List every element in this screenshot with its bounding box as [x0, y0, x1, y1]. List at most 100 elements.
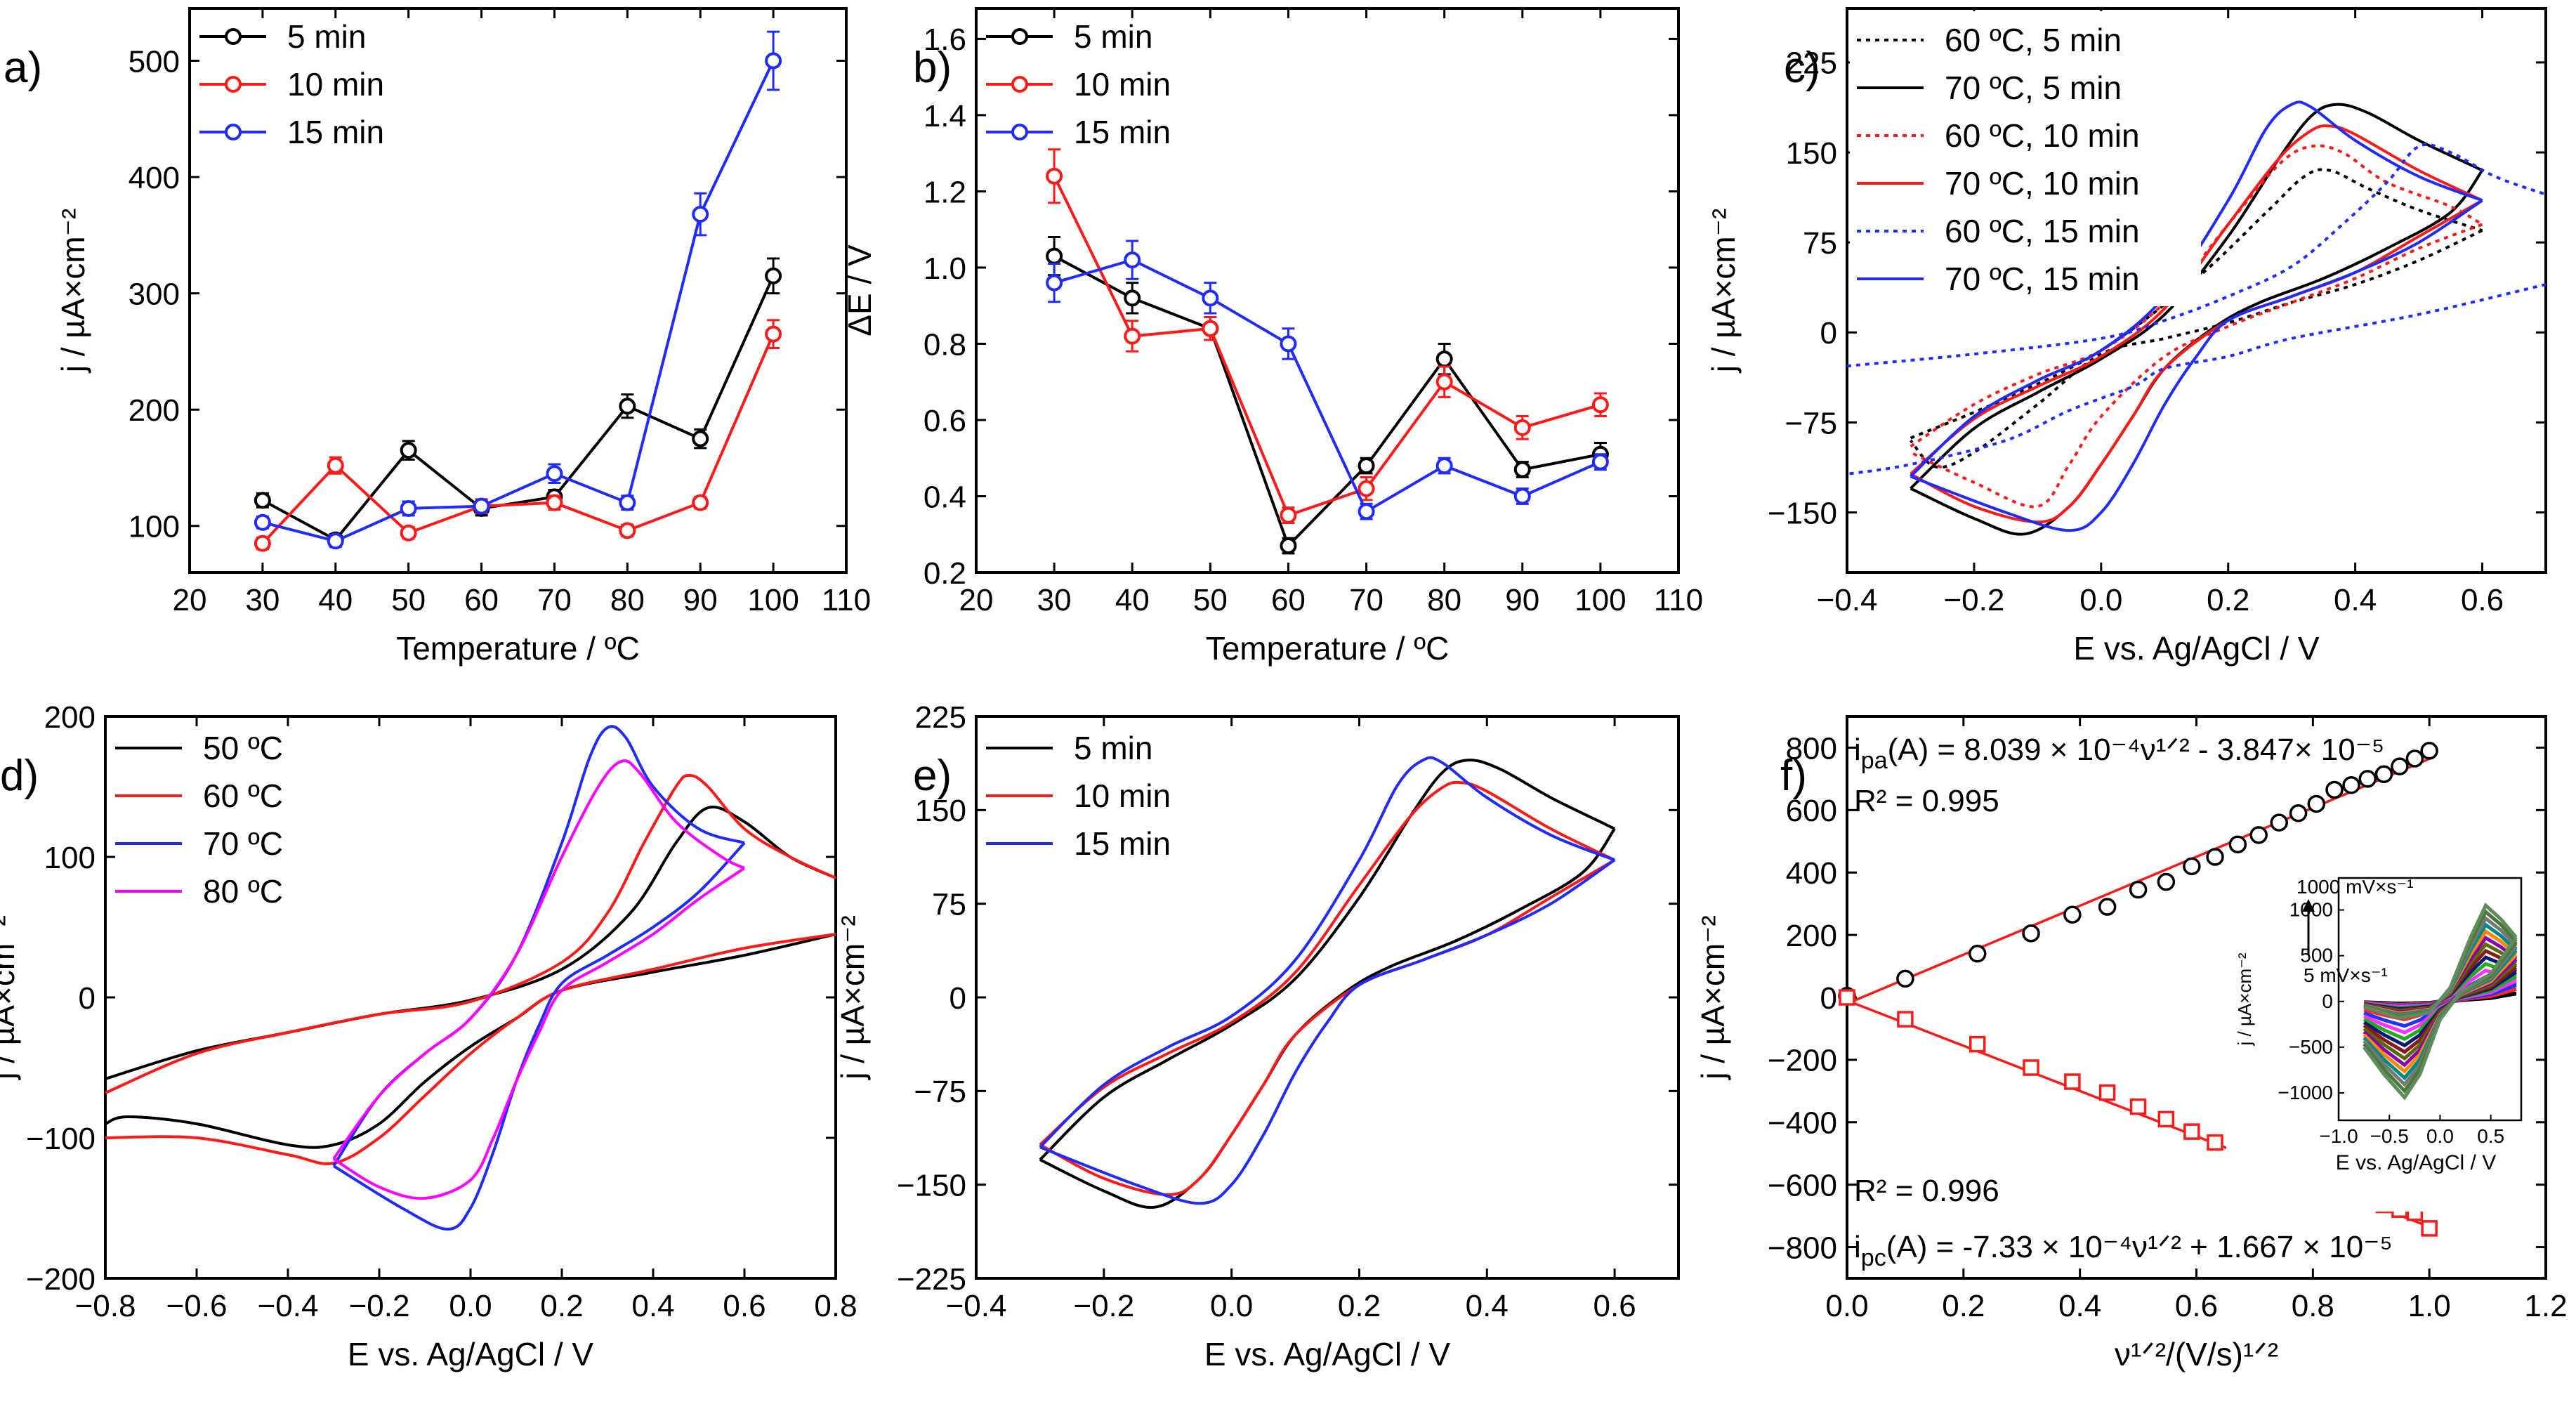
legend-label: 70 ºC, 10 min [1945, 165, 2140, 202]
x-tick-label: 0.0 [1210, 1289, 1253, 1323]
data-point [692, 494, 709, 511]
cathodic-point [1897, 1011, 1914, 1028]
x-axis-label: Temperature / ºC [1206, 630, 1450, 667]
y-tick-label: −600 [1768, 1169, 1837, 1203]
r2-anodic: R² = 0.995 [1854, 784, 1999, 818]
anodic-point [2157, 872, 2176, 891]
series-line [261, 333, 775, 544]
data-point [1280, 506, 1297, 524]
data-point [546, 494, 563, 511]
data-point [1435, 373, 1453, 391]
x-tick-label: 0.4 [1466, 1289, 1509, 1323]
data-point [327, 457, 344, 474]
cathodic-point [2421, 1220, 2438, 1237]
y-tick-label: 500 [129, 44, 180, 79]
x-tick-label: 0.0 [449, 1289, 492, 1323]
eq-i: i [1854, 733, 1861, 767]
data-point [327, 532, 344, 550]
data-point [765, 52, 782, 70]
cv-reverse-scan [1910, 223, 2483, 509]
y-axis-label: j / µA×cm⁻² [834, 915, 871, 1081]
y-tick-label: 150 [1786, 136, 1837, 171]
eq-sub: pa [1861, 747, 1888, 774]
x-tick-label: 90 [683, 583, 718, 617]
x-tick-label: 0.6 [723, 1289, 765, 1323]
y-tick-label: −75 [1785, 406, 1837, 440]
data-point [1358, 480, 1375, 497]
panel-label: f) [1780, 752, 1807, 800]
panel-label: b) [913, 44, 952, 92]
y-tick-label: 100 [44, 841, 96, 875]
cv-reverse-scan [1039, 827, 1616, 1210]
legend-marker [225, 28, 242, 45]
cv-reverse-scan [1039, 858, 1616, 1196]
y-tick-label: −75 [914, 1075, 966, 1109]
series-line [261, 275, 775, 542]
y-tick-label: 0.2 [924, 556, 966, 591]
anodic-point [2325, 780, 2344, 799]
series-line [1053, 258, 1601, 514]
data-point [1513, 487, 1531, 505]
y-tick-label: 300 [129, 277, 180, 311]
y-tick-label: 200 [129, 393, 180, 428]
y-tick-label: 0 [1820, 316, 1837, 350]
anodic-point [1968, 945, 1987, 963]
data-point [400, 442, 417, 459]
y-tick-label: −150 [1768, 496, 1837, 530]
data-point [1513, 461, 1531, 478]
anodic-point [2374, 765, 2393, 783]
legend-label: 15 min [287, 114, 384, 150]
x-tick-label: 70 [1349, 583, 1384, 617]
y-tick-label: −800 [1768, 1231, 1837, 1265]
cv-forward-scan [1039, 759, 1615, 1161]
cv-reverse-scan [332, 867, 746, 1200]
y-axis-label: j / µA×cm⁻² [1705, 209, 1742, 374]
x-axis-label: E vs. Ag/AgCl / V [348, 1336, 594, 1372]
x-tick-label: 60 [464, 583, 499, 617]
r2-cathodic: R² = 0.996 [1854, 1174, 1999, 1208]
inset-cv-forward [2363, 903, 2518, 1020]
cv-forward-scan [105, 773, 836, 1094]
data-point [619, 522, 636, 539]
y-tick-label: 225 [915, 700, 966, 735]
y-tick-label: 75 [932, 888, 966, 922]
data-point [1124, 251, 1141, 269]
cv-forward-scan [1910, 103, 2483, 490]
inset-arrow-head [2302, 899, 2315, 912]
cv-forward-scan [332, 725, 745, 1167]
eq-rest: (A) = -7.33 × 10⁻⁴ν¹ᐟ² + 1.667 × 10⁻⁵ [1886, 1230, 2393, 1264]
data-point [1202, 320, 1219, 337]
anodic-point [2063, 905, 2082, 924]
panel-d: −0.8 −0.6 −0.4 −0.2 0.0 0.2 0.4 0.6 0.8 −200 −100 0… [0, 700, 857, 1372]
data-point [619, 398, 636, 415]
y-tick-label: 0 [949, 981, 966, 1016]
series-line [1053, 254, 1601, 549]
y-tick-label: 400 [129, 161, 180, 195]
cathodic-point [2023, 1059, 2039, 1076]
anodic-point [2249, 826, 2268, 844]
x-tick-label: −0.4 [946, 1289, 1007, 1323]
data-point [254, 492, 271, 509]
anodic-point [2022, 924, 2040, 943]
y-tick-label: −150 [897, 1169, 966, 1203]
x-tick-label: 0.4 [2334, 583, 2377, 617]
x-tick-label: 80 [1427, 583, 1461, 617]
y-tick-label: 1.6 [924, 22, 966, 57]
x-tick-label: 40 [318, 583, 353, 617]
x-tick-label: 0.2 [2207, 583, 2249, 617]
data-point [1435, 457, 1453, 475]
inset-x-tick-label: −0.5 [2370, 1125, 2409, 1147]
anodic-point [2405, 749, 2424, 768]
data-point [692, 206, 709, 223]
legend-marker [225, 76, 242, 93]
cathodic-point [2064, 1073, 2081, 1090]
panel-e: −0.4 −0.2 0.0 0.2 0.4 0.6 −225 −150 −75 0 75 150 225… [834, 700, 1680, 1372]
inset-y-label: j / µA×cm⁻² [2234, 952, 2255, 1046]
data-point [1124, 289, 1141, 307]
data-point [765, 267, 782, 284]
data-point [1591, 453, 1609, 471]
cv-forward-scan [1039, 756, 1615, 1148]
x-tick-label: 80 [610, 583, 645, 617]
inset-y-tick-label: 500 [2300, 945, 2333, 966]
inset-annotation-low: 5 mV×s⁻¹ [2304, 964, 2388, 986]
